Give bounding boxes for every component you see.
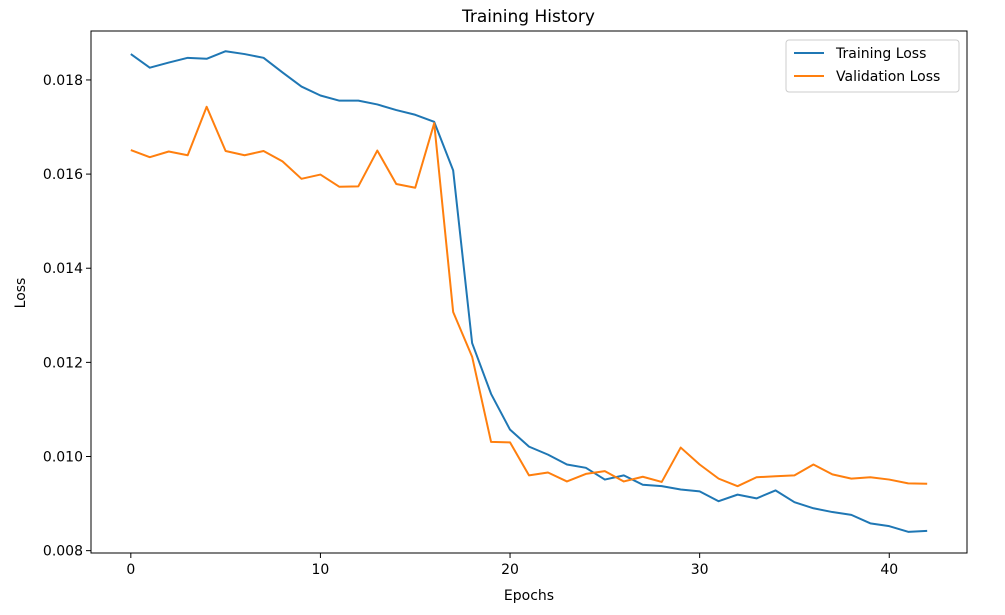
x-tick-label: 0 <box>126 562 135 578</box>
x-axis: 0 10 20 30 40 <box>126 553 898 578</box>
y-tick-label: 0.016 <box>43 167 83 183</box>
plot-frame <box>90 30 968 554</box>
x-axis-label: Epochs <box>504 588 554 604</box>
y-axis-label: Loss <box>13 278 29 309</box>
series-line-training-loss <box>130 50 928 533</box>
x-tick-label: 40 <box>880 562 898 578</box>
legend-label: Validation Loss <box>836 69 940 85</box>
legend-box <box>785 39 960 93</box>
y-tick-label: 0.008 <box>43 544 83 560</box>
y-tick-label: 0.012 <box>43 355 83 371</box>
y-tick-label: 0.018 <box>43 73 83 89</box>
x-tick-label: 30 <box>691 562 709 578</box>
x-tick-label: 20 <box>501 562 519 578</box>
y-axis: 0.008 0.010 0.012 0.014 0.016 0.018 <box>43 73 91 560</box>
chart-title: Training History <box>461 7 595 27</box>
legend: Training Loss Validation Loss <box>785 39 960 93</box>
legend-label: Training Loss <box>835 46 926 62</box>
y-tick-label: 0.014 <box>43 261 83 277</box>
plot-area <box>130 50 928 533</box>
y-tick-label: 0.010 <box>43 450 83 466</box>
series-line-validation-loss <box>130 105 928 488</box>
x-tick-label: 10 <box>312 562 330 578</box>
